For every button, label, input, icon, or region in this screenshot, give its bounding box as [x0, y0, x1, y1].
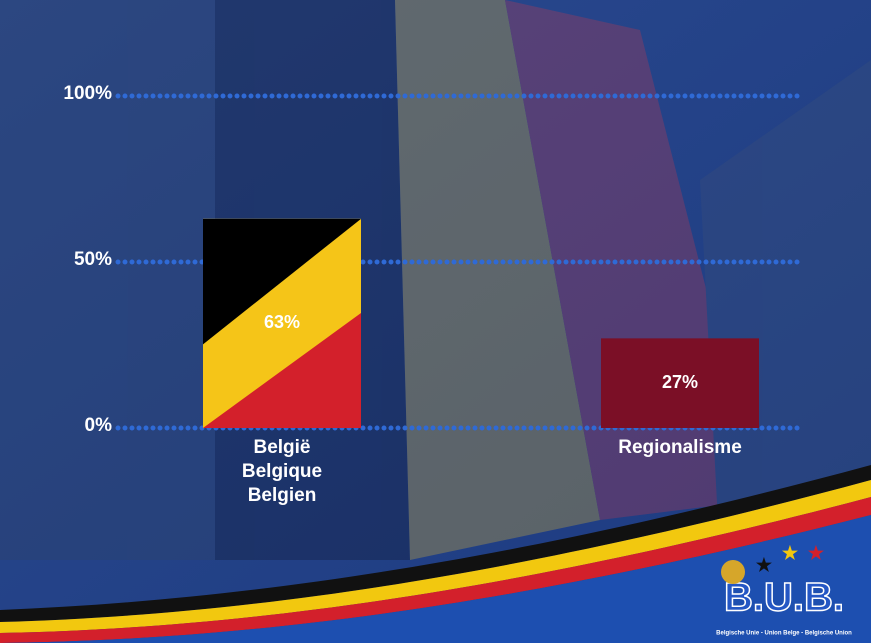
chart: B.U.B. Belgische Unie - Union Belge - Be… [0, 0, 871, 643]
y-tick-label: 100% [63, 83, 112, 104]
logo-star: ★ [808, 543, 825, 563]
logo-crown [721, 560, 745, 584]
x-tick-label: Regionalisme [580, 436, 780, 460]
logo-star: ★ [782, 543, 799, 563]
slide: B.U.B. Belgische Unie - Union Belge - Be… [0, 0, 871, 643]
y-tick-label: 0% [85, 415, 113, 436]
y-tick-label: 50% [74, 249, 112, 270]
x-tick-label: België Belgique Belgien [182, 436, 382, 508]
logo-tagline: Belgische Unie - Union Belge - Belgische… [716, 631, 852, 637]
value-label: 27% [662, 372, 698, 392]
logo-title: B.U.B. [724, 576, 844, 620]
value-label: 63% [264, 312, 300, 332]
logo-star: ★ [756, 555, 773, 575]
